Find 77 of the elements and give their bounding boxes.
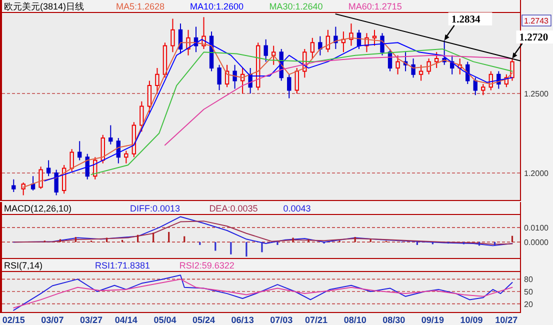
series-label: DIFF:0.0013 bbox=[130, 204, 180, 214]
series-label: DEA:0.0035 bbox=[209, 204, 258, 214]
candlestick bbox=[124, 150, 128, 164]
candlestick bbox=[326, 29, 330, 53]
x-tick-label: 03/27 bbox=[80, 315, 103, 325]
series-label: RSI2:59.6322 bbox=[179, 260, 234, 270]
candlestick bbox=[418, 64, 424, 82]
candlestick bbox=[217, 64, 222, 91]
candlestick bbox=[426, 58, 431, 75]
text: 0.0043 bbox=[283, 204, 311, 214]
y-tick-label: 20 bbox=[524, 300, 534, 309]
x-tick-label: 07/21 bbox=[305, 315, 328, 325]
candlestick bbox=[78, 140, 82, 161]
candlestick bbox=[70, 148, 74, 172]
candlestick bbox=[147, 80, 152, 114]
candlestick bbox=[170, 18, 175, 53]
x-tick-label: 02/15 bbox=[2, 315, 25, 325]
candlestick bbox=[162, 42, 168, 78]
y-tick-label: 0.0000 bbox=[524, 238, 550, 248]
candlestick bbox=[85, 153, 90, 180]
x-tick-label: 10/27 bbox=[495, 315, 518, 325]
candlestick bbox=[310, 37, 315, 60]
x-tick-label: 05/04 bbox=[154, 315, 176, 325]
text: MA30:1.2640 bbox=[269, 2, 323, 12]
chart-title: 欧元美元(3814)日线 bbox=[4, 2, 84, 12]
x-tick-label: 04/14 bbox=[114, 315, 138, 325]
candlestick bbox=[232, 64, 237, 90]
candlestick bbox=[240, 68, 245, 94]
annotation: 1.2834 bbox=[451, 14, 481, 26]
candlestick bbox=[466, 61, 470, 84]
x-tick-label: 06/13 bbox=[231, 315, 254, 325]
y-tick-label: 1.2000 bbox=[524, 168, 550, 178]
y-tick-label: 50 bbox=[524, 288, 534, 296]
candlestick bbox=[434, 52, 439, 69]
text: MA10:1.2600 bbox=[190, 2, 244, 12]
candlestick bbox=[272, 45, 276, 66]
y-tick-label: 80 bbox=[524, 275, 534, 284]
candlestick bbox=[510, 58, 514, 82]
candlestick bbox=[473, 77, 478, 96]
x-tick-label: 09/19 bbox=[421, 315, 444, 325]
text: 1.2743 bbox=[524, 16, 550, 26]
candlestick bbox=[372, 29, 377, 46]
x-tick-label: 08/10 bbox=[344, 315, 366, 325]
candlestick bbox=[224, 64, 230, 88]
candlestick bbox=[318, 36, 322, 56]
candlestick bbox=[264, 38, 268, 62]
y-tick-label: 0.0100 bbox=[524, 224, 550, 233]
chart-title: MACD(12,26,10) bbox=[4, 204, 72, 214]
chart-title: RSI(7,14) bbox=[4, 260, 43, 270]
x-tick-label: 08/30 bbox=[382, 315, 406, 325]
y-tick-label: 1.2500 bbox=[524, 89, 550, 98]
x-tick-label: 05/24 bbox=[192, 315, 216, 325]
annotation: 1.2720 bbox=[519, 32, 548, 44]
x-tick-label: 07/03 bbox=[270, 315, 293, 325]
candlestick bbox=[62, 164, 66, 194]
candlestick bbox=[155, 68, 160, 94]
line-series bbox=[90, 48, 513, 176]
x-tick-label: 03/07 bbox=[41, 315, 64, 325]
candlestick bbox=[108, 124, 113, 145]
text: MA5:1.2628 bbox=[116, 2, 165, 12]
candlestick bbox=[46, 160, 51, 177]
candlestick bbox=[334, 26, 338, 50]
candlestick bbox=[178, 23, 183, 54]
candlestick bbox=[481, 83, 486, 96]
candlestick bbox=[411, 58, 416, 78]
series-label: RSI1:71.8381 bbox=[95, 260, 150, 270]
x-tick-label: 10/09 bbox=[460, 315, 483, 325]
candlestick bbox=[341, 30, 346, 53]
candlestick bbox=[349, 23, 354, 46]
candlestick bbox=[54, 169, 58, 196]
candlestick bbox=[294, 68, 299, 94]
text: MA60:1.2715 bbox=[348, 2, 402, 12]
candlestick bbox=[100, 134, 105, 164]
candlestick bbox=[38, 166, 43, 190]
candlestick bbox=[140, 100, 144, 132]
candlestick bbox=[287, 74, 292, 99]
candlestick bbox=[396, 54, 400, 75]
